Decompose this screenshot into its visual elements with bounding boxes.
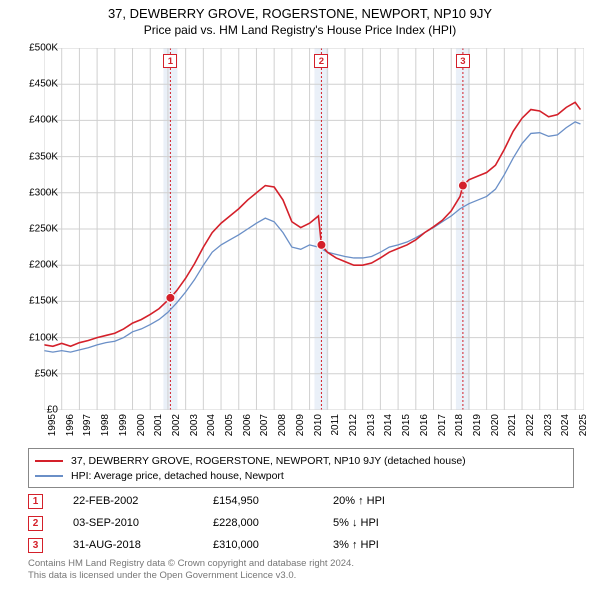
x-tick-label: 2022 <box>525 414 536 436</box>
legend-item: HPI: Average price, detached house, Newp… <box>35 468 567 483</box>
transaction-date: 31-AUG-2018 <box>73 539 213 551</box>
x-tick-label: 2025 <box>578 414 589 436</box>
legend-swatch <box>35 460 63 462</box>
x-tick-label: 2005 <box>224 414 235 436</box>
x-tick-label: 2015 <box>401 414 412 436</box>
x-tick-label: 2021 <box>507 414 518 436</box>
transaction-price: £154,950 <box>213 495 333 507</box>
y-tick-label: £250K <box>29 224 58 235</box>
x-tick-label: 2001 <box>153 414 164 436</box>
x-tick-label: 2019 <box>472 414 483 436</box>
transaction-delta: 3% ↑ HPI <box>333 539 453 551</box>
x-tick-label: 2008 <box>277 414 288 436</box>
x-tick-label: 1995 <box>47 414 58 436</box>
x-tick-label: 2002 <box>171 414 182 436</box>
transaction-delta: 5% ↓ HPI <box>333 517 453 529</box>
title-subtitle: Price paid vs. HM Land Registry's House … <box>0 23 600 37</box>
title-block: 37, DEWBERRY GROVE, ROGERSTONE, NEWPORT,… <box>0 0 600 37</box>
x-tick-label: 2004 <box>206 414 217 436</box>
x-tick-label: 2009 <box>295 414 306 436</box>
transaction-row: 1 22-FEB-2002£154,95020% ↑ HPI <box>28 490 574 512</box>
chart <box>44 48 584 410</box>
x-tick-label: 2012 <box>348 414 359 436</box>
x-tick-label: 2018 <box>454 414 465 436</box>
transaction-row: 3 31-AUG-2018£310,0003% ↑ HPI <box>28 534 574 556</box>
x-tick-label: 2016 <box>419 414 430 436</box>
x-tick-label: 1998 <box>100 414 111 436</box>
transaction-price: £228,000 <box>213 517 333 529</box>
transaction-badge: 3 <box>28 538 43 553</box>
transactions-table: 1 22-FEB-2002£154,95020% ↑ HPI 2 03-SEP-201… <box>28 490 574 556</box>
transaction-delta: 20% ↑ HPI <box>333 495 453 507</box>
y-tick-label: £100K <box>29 332 58 343</box>
footer-licence: This data is licensed under the Open Gov… <box>28 570 354 582</box>
transaction-badge: 1 <box>28 494 43 509</box>
y-tick-label: £200K <box>29 260 58 271</box>
y-tick-label: £450K <box>29 79 58 90</box>
transaction-date: 03-SEP-2010 <box>73 517 213 529</box>
y-tick-label: £350K <box>29 151 58 162</box>
x-tick-label: 1999 <box>118 414 129 436</box>
y-tick-label: £150K <box>29 296 58 307</box>
legend: 37, DEWBERRY GROVE, ROGERSTONE, NEWPORT,… <box>28 448 574 488</box>
title-address: 37, DEWBERRY GROVE, ROGERSTONE, NEWPORT,… <box>0 6 600 21</box>
legend-label: 37, DEWBERRY GROVE, ROGERSTONE, NEWPORT,… <box>71 455 466 467</box>
x-tick-label: 2011 <box>330 414 341 436</box>
y-tick-label: £500K <box>29 43 58 54</box>
x-tick-label: 2014 <box>383 414 394 436</box>
x-tick-label: 2010 <box>313 414 324 436</box>
event-badge: 3 <box>456 54 470 68</box>
legend-label: HPI: Average price, detached house, Newp… <box>71 470 284 482</box>
x-tick-label: 2020 <box>490 414 501 436</box>
footer-copyright: Contains HM Land Registry data © Crown c… <box>28 558 354 570</box>
legend-swatch <box>35 475 63 477</box>
legend-item: 37, DEWBERRY GROVE, ROGERSTONE, NEWPORT,… <box>35 453 567 468</box>
y-tick-label: £300K <box>29 187 58 198</box>
transaction-badge: 2 <box>28 516 43 531</box>
x-tick-label: 1996 <box>65 414 76 436</box>
footer: Contains HM Land Registry data © Crown c… <box>28 558 354 582</box>
y-tick-label: £50K <box>35 368 58 379</box>
x-tick-label: 2003 <box>189 414 200 436</box>
transaction-price: £310,000 <box>213 539 333 551</box>
transaction-date: 22-FEB-2002 <box>73 495 213 507</box>
x-tick-label: 2013 <box>366 414 377 436</box>
event-badge: 2 <box>314 54 328 68</box>
x-tick-label: 2000 <box>136 414 147 436</box>
y-tick-label: £400K <box>29 115 58 126</box>
x-tick-label: 2017 <box>437 414 448 436</box>
x-tick-label: 1997 <box>82 414 93 436</box>
x-tick-label: 2006 <box>242 414 253 436</box>
event-badge: 1 <box>163 54 177 68</box>
transaction-row: 2 03-SEP-2010£228,0005% ↓ HPI <box>28 512 574 534</box>
x-tick-label: 2024 <box>560 414 571 436</box>
x-tick-label: 2007 <box>259 414 270 436</box>
x-tick-label: 2023 <box>543 414 554 436</box>
